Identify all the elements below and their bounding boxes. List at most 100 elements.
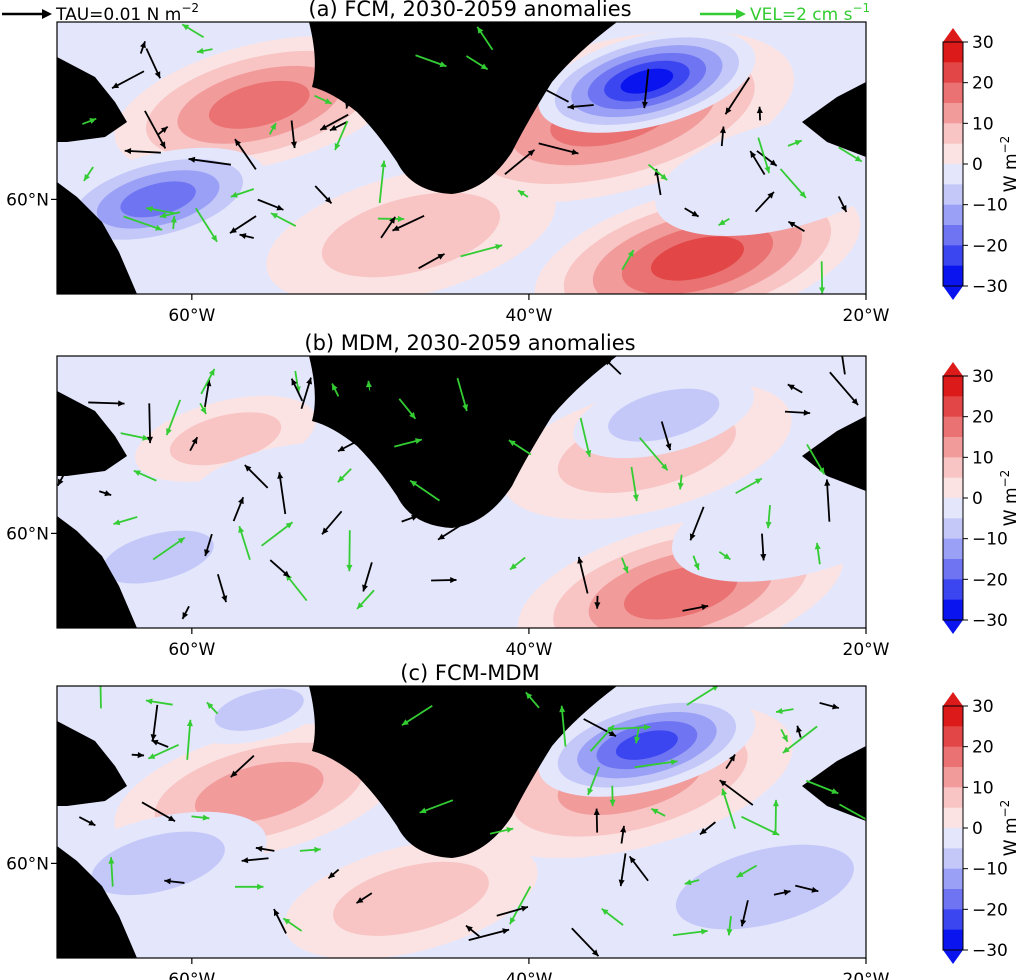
velocity-arrow: [718, 217, 730, 227]
colorbar-tick-label: 0: [972, 489, 983, 509]
colorbar-tick-label: 30: [972, 367, 994, 387]
wind-stress-arrow: [699, 821, 716, 836]
colorbar-label: W m−2: [998, 136, 1021, 192]
x-tick-label: 20°W: [843, 306, 890, 326]
velocity-arrow: [465, 55, 489, 71]
wind-stress-arrow: [618, 853, 627, 887]
colorbar-tick-label: 20: [972, 74, 994, 94]
velocity-arrow: [282, 917, 303, 932]
wind-stress-arrow: [583, 718, 617, 737]
labrador-south-landmass: [57, 846, 137, 958]
velocity-arrow: [765, 505, 772, 529]
wind-stress-arrow: [418, 253, 445, 270]
panel-title: (b) MDM, 2030-2059 anomalies: [304, 331, 635, 355]
colorbar-tick-label: −30: [972, 611, 1008, 631]
wind-stress-arrow: [230, 755, 255, 778]
colorbar-segment: [943, 477, 963, 499]
velocity-arrow: [638, 437, 669, 471]
wind-stress-arrow: [164, 878, 185, 885]
velocity-arrow: [356, 589, 375, 610]
velocity-arrow: [196, 47, 213, 54]
wind-stress-arrow: [796, 725, 802, 738]
wind-stress-arrow: [784, 409, 811, 416]
velocity-arrow: [686, 686, 719, 706]
velocity-arrow: [839, 803, 866, 821]
wind-stress-arrow: [431, 577, 457, 584]
wind-stress-arrow: [124, 148, 161, 155]
velocity-arrow: [419, 799, 454, 814]
vector-arrows: [78, 686, 866, 957]
anomaly-region: [186, 686, 332, 745]
velocity-arrow: [394, 438, 423, 448]
contour-level: [333, 861, 489, 936]
vector-arrows: [82, 22, 863, 294]
wind-stress-arrow: [841, 356, 846, 375]
wind-stress-arrow: [337, 430, 376, 453]
wind-stress-arrow: [725, 754, 736, 770]
wind-stress-arrow: [255, 845, 275, 852]
colorbar-extend-min: [943, 286, 963, 300]
velocity-arrow: [152, 536, 186, 561]
wind-stress-arrow: [216, 573, 228, 603]
wind-stress-arrow: [571, 927, 600, 957]
wind-stress-arrow: [463, 754, 479, 770]
colorbar-tick-label: 10: [972, 778, 994, 798]
colorbar-tick-label: −20: [972, 900, 1008, 920]
wind-stress-arrow: [111, 70, 145, 89]
velocity-arrow: [234, 883, 264, 890]
velocity-arrow: [559, 705, 567, 747]
velocity-arrow: [607, 724, 651, 731]
velocity-arrow: [718, 551, 731, 561]
anomaly-region: [538, 693, 756, 797]
colorbar-segment: [943, 787, 963, 809]
anomaly-region: [284, 838, 538, 958]
colorbar-tick-label: −30: [972, 941, 1008, 961]
colorbar: 30 20 10 0 −10 −20 −30 W m−2: [942, 692, 1021, 964]
colorbar-segment: [943, 559, 963, 580]
iceland-landmass: [802, 746, 866, 821]
colorbar-tick-label: −10: [972, 530, 1008, 550]
contour-level: [615, 730, 678, 760]
wind-stress-arrow: [204, 533, 213, 557]
land-mask: [57, 356, 866, 628]
wind-stress-arrow: [795, 884, 819, 893]
velocity-arrow: [460, 243, 503, 258]
wind-stress-arrow: [465, 924, 480, 938]
colorbar-extend-max: [943, 28, 963, 42]
wind-stress-arrow: [244, 464, 269, 489]
wind-stress-arrow: [604, 358, 622, 375]
velocity-arrow: [509, 556, 526, 571]
velocity-arrow: [346, 530, 353, 572]
velocity-arrow: [805, 779, 839, 795]
vel-key-label: VEL=2 cm s−1: [750, 1, 870, 25]
wind-stress-arrow: [787, 383, 803, 394]
vel-key-arrowhead: [736, 9, 746, 19]
velocity-arrow: [120, 432, 150, 441]
wind-stress-arrow: [456, 45, 471, 53]
wind-stress-arrow: [749, 150, 766, 176]
wind-stress-arrow: [321, 510, 343, 535]
wind-stress-arrow: [829, 371, 859, 406]
colorbar-tick-label: 10: [972, 448, 994, 468]
land-mask: [57, 686, 866, 958]
anomaly-field: [57, 686, 866, 958]
velocity-arrow: [123, 215, 163, 231]
colorbar: 30 20 10 0 −10 −20 −30 W m−2: [942, 362, 1021, 634]
wind-stress-arrow: [837, 196, 848, 213]
wind-stress-arrow: [319, 113, 349, 131]
colorbar-segment: [943, 143, 963, 165]
wind-stress-arrow: [144, 110, 167, 149]
colorbar-segment: [943, 746, 963, 768]
contour-level: [185, 443, 367, 530]
x-tick-label: 40°W: [505, 306, 552, 326]
panel-b: (b) MDM, 2030-2059 anomalies 60°W 40°W 20°W…: [6, 331, 1021, 660]
velocity-arrow: [145, 698, 173, 706]
wind-stress-arrow: [181, 605, 190, 620]
x-tick-label: 20°W: [843, 970, 890, 980]
colorbar-tick-label: 0: [972, 155, 983, 175]
wind-stress-arrow: [314, 185, 333, 205]
velocity-arrow: [819, 261, 826, 294]
wind-stress-arrow: [567, 103, 594, 110]
velocity-arrow: [525, 691, 540, 709]
panel-c: (c) FCM-MDM 60°W 40°W 20°W 60°N 30 20 10 0 −10 −20…: [6, 661, 1021, 980]
